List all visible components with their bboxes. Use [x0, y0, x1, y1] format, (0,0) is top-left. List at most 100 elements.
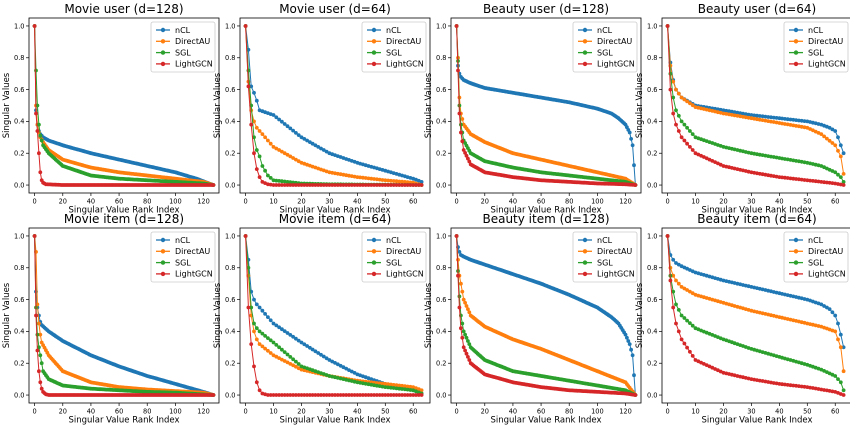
data-point	[690, 291, 695, 296]
data-point	[313, 393, 318, 397]
data-point	[347, 393, 351, 397]
data-point	[211, 183, 216, 187]
y-tick-label: 0.0	[436, 181, 447, 189]
data-point	[274, 115, 279, 120]
data-point	[377, 384, 382, 388]
legend-marker	[371, 50, 377, 55]
data-point	[802, 384, 807, 389]
x-axis-label: Singular Value Rank Index	[279, 206, 390, 216]
legend-marker	[371, 27, 377, 33]
data-point	[668, 278, 673, 283]
x-tick-label: 120	[619, 408, 632, 416]
data-point	[268, 176, 273, 180]
legend: nCL DirectAU SGL LightGCN	[783, 21, 849, 73]
data-point	[330, 393, 335, 397]
data-point	[783, 117, 787, 121]
data-point	[671, 257, 676, 262]
y-tick-label: 0.6	[436, 296, 447, 304]
data-point	[827, 180, 832, 185]
data-point	[836, 135, 840, 140]
data-point	[335, 393, 340, 397]
x-axis-label: Singular Value Rank Index	[701, 206, 812, 216]
data-point	[463, 151, 467, 155]
legend-label: DirectAU	[597, 37, 632, 46]
data-point	[414, 183, 418, 187]
y-tick-label: 0.4	[647, 328, 658, 336]
data-point	[749, 116, 754, 121]
data-point	[291, 393, 295, 397]
data-point	[319, 146, 323, 151]
data-point	[372, 393, 376, 397]
data-point	[389, 382, 393, 387]
y-tick-label: 0.4	[436, 118, 447, 126]
data-point	[37, 321, 41, 326]
series-markers-lightgcn	[665, 234, 846, 397]
y-tick-label: 0.6	[14, 296, 25, 304]
data-point	[291, 128, 295, 133]
series-markers-ncl	[243, 234, 424, 396]
data-point	[467, 159, 472, 164]
data-point	[833, 143, 838, 148]
legend-marker	[160, 249, 166, 254]
data-point	[274, 183, 279, 187]
y-tick-label: 1.0	[436, 22, 447, 30]
x-tick-label: 60	[409, 198, 417, 206]
data-point	[419, 180, 424, 184]
data-point	[802, 160, 807, 165]
data-point	[38, 170, 43, 175]
data-point	[280, 119, 284, 124]
data-point	[347, 368, 351, 372]
legend-item-directau: DirectAU	[367, 247, 421, 256]
data-point	[372, 177, 376, 181]
legend-label: LightGCN	[386, 270, 424, 279]
data-point	[766, 119, 771, 123]
series-markers-lightgcn	[454, 24, 638, 187]
data-point	[838, 345, 843, 350]
data-point	[797, 177, 801, 182]
data-point	[788, 383, 793, 388]
x-tick-label: 120	[197, 198, 210, 206]
data-point	[294, 336, 298, 341]
data-point	[771, 115, 776, 120]
data-point	[813, 386, 818, 391]
legend-box	[150, 231, 216, 283]
data-point	[797, 124, 801, 129]
data-point	[372, 383, 376, 388]
data-point	[802, 178, 807, 182]
data-point	[296, 362, 301, 366]
legend-label: DirectAU	[175, 247, 210, 256]
data-point	[676, 329, 681, 334]
plot-frame	[28, 17, 220, 194]
data-point	[260, 132, 265, 137]
data-point	[268, 182, 273, 187]
data-point	[313, 143, 318, 148]
data-point	[408, 388, 413, 392]
data-point	[788, 123, 793, 127]
data-point	[724, 108, 729, 113]
data-point	[386, 183, 390, 187]
legend-item-directau: DirectAU	[789, 37, 843, 46]
x-tick-label: 20	[59, 408, 67, 416]
data-point	[822, 388, 826, 392]
series-markers-lightgcn	[243, 24, 424, 187]
data-point	[375, 177, 379, 182]
data-point	[671, 305, 676, 310]
data-point	[757, 114, 762, 118]
data-point	[799, 118, 804, 123]
data-point	[35, 129, 40, 133]
y-tick-label: 0.6	[225, 86, 236, 94]
y-tick-label: 0.2	[436, 150, 447, 158]
y-tick-label: 0.4	[647, 118, 658, 126]
data-point	[288, 355, 293, 359]
data-point	[419, 183, 424, 187]
data-point	[833, 181, 838, 186]
data-point	[397, 383, 402, 388]
data-point	[260, 344, 265, 349]
y-axis-label: Singular Values	[635, 282, 645, 348]
data-point	[302, 342, 307, 347]
x-tick-label: 50	[803, 198, 811, 206]
data-point	[288, 126, 293, 131]
x-tick-label: 20	[297, 408, 305, 416]
legend-label: LightGCN	[386, 60, 424, 69]
data-point	[361, 393, 365, 397]
